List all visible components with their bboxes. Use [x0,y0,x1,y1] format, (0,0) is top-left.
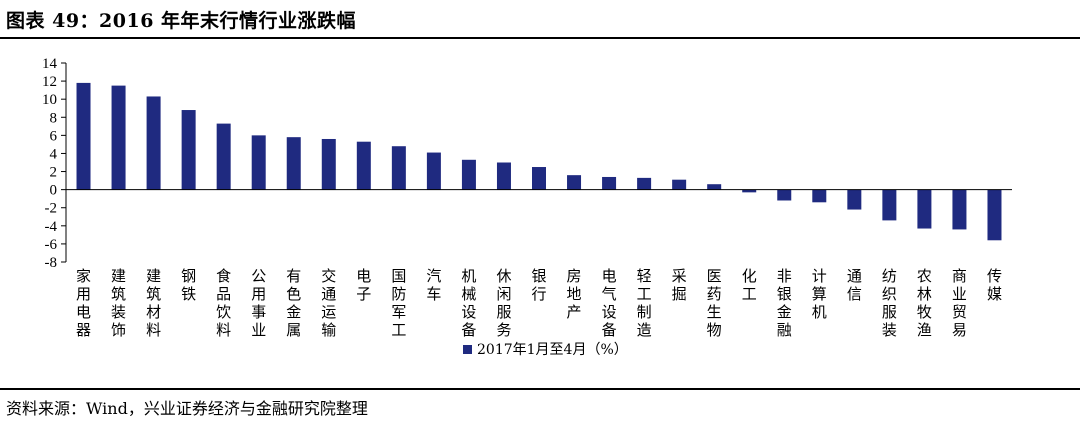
bar [952,189,967,230]
y-tick-label: 4 [50,146,58,162]
bottom-rule [0,388,1080,390]
bar [742,189,757,193]
bar [496,162,511,190]
bar [602,176,617,190]
bar [76,82,91,190]
category-label: 汽车 [426,267,441,303]
bar [777,189,792,201]
category-label: 农林牧渔 [917,267,932,339]
source-note: 资料来源：Wind，兴业证券经济与金融研究院整理 [6,399,368,418]
top-rule [0,37,1080,39]
category-label: 交通运输 [321,267,336,339]
bar [391,146,406,190]
bar [356,141,371,190]
bar [672,179,687,190]
legend-swatch [463,345,472,354]
category-label: 化工 [742,267,757,303]
chart-title: 图表 49：2016 年年末行情行业涨跌幅 [6,10,357,32]
bar [426,152,441,190]
category-label: 公用事业 [251,267,266,339]
legend: 2017年1月至4月（%） [463,342,628,358]
bar [882,189,897,221]
category-label: 医药生物 [707,267,722,339]
y-axis: -8 -6 -4 -2 0 2 4 6 8 10 12 14 [42,56,67,271]
bar [286,137,301,190]
bar [181,110,196,190]
bar [637,177,652,190]
bar [987,189,1002,241]
category-label: 建筑装饰 [111,267,126,339]
y-tick-label: 14 [42,56,58,72]
category-label: 机械设备 [461,267,476,339]
y-tick-label: 0 [50,183,58,199]
category-label: 通信 [847,267,862,303]
bar [812,189,827,203]
bar [567,175,582,190]
category-label: 传媒 [987,267,1002,303]
category-label: 计算机 [812,267,827,321]
category-label: 休闲服务 [496,267,511,339]
category-label: 家用电器 [76,267,91,339]
category-label: 有色金属 [286,267,301,339]
y-tick-label: 12 [42,74,57,90]
bar-chart: -8 -6 -4 -2 0 2 4 6 8 10 12 14 家用电器 建筑装饰 建筑材料 钢铁 食品饮料 公用… [42,56,1012,358]
bar [146,96,161,190]
category-label: 纺织服装 [882,267,897,339]
bar [847,189,862,210]
category-labels: 家用电器 建筑装饰 建筑材料 钢铁 食品饮料 公用事业 有色金属 交通运输 电子 国防军工 汽车机械… [76,267,1002,339]
category-label: 非银金融 [777,267,792,339]
category-label: 食品饮料 [216,267,231,339]
y-tick-label: 6 [50,128,58,144]
bar [321,138,336,190]
legend-label: 2017年1月至4月（%） [477,342,628,358]
category-label: 采掘 [672,267,687,303]
y-tick-label: -8 [45,255,58,271]
category-label: 房地产 [567,267,582,321]
bar [111,85,126,190]
category-label: 国防军工 [391,267,406,339]
y-tick-label: 2 [50,165,58,181]
bar [251,135,266,190]
y-tick-label: 8 [50,110,58,126]
y-tick-label: 10 [42,92,57,108]
bar [532,167,546,190]
bar [461,159,476,190]
category-label: 银行 [531,267,546,303]
y-tick-label: -6 [45,237,58,253]
bars [66,82,1012,241]
y-tick-label: -2 [45,201,58,217]
category-label: 轻工制造 [637,267,652,339]
bar [917,189,932,229]
category-label: 电子 [356,267,371,303]
bar [707,184,722,190]
y-tick-label: -4 [45,219,58,235]
category-label: 建筑材料 [146,267,161,339]
category-label: 商业贸易 [952,267,967,339]
category-label: 钢铁 [181,267,196,303]
category-label: 电气设备 [602,267,617,339]
bar [216,123,231,190]
